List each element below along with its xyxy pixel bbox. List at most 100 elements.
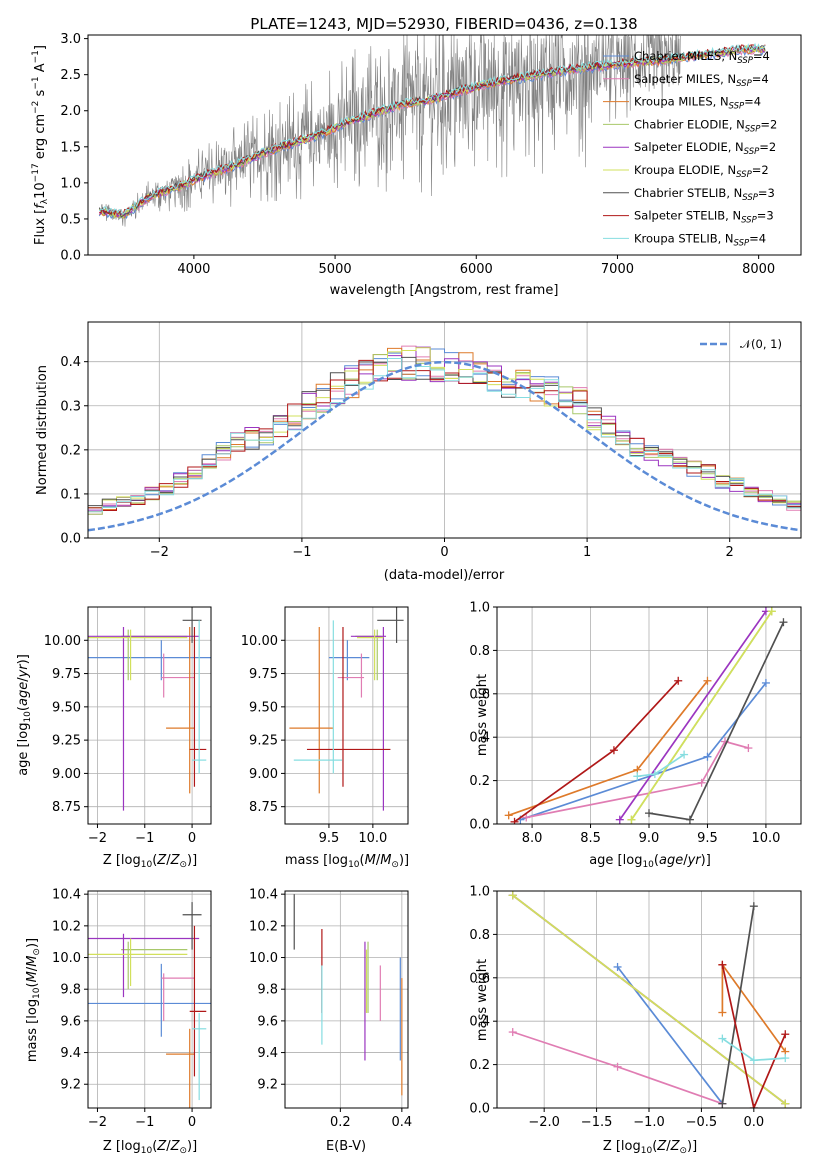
y-tick-label: 0.8 [469,644,490,659]
x-tick-label: 9.0 [639,831,660,846]
y-tick-label: 9.4 [60,1046,81,1061]
y-tick-label: 1.5 [60,140,81,155]
x-tick-label: −2 [88,1115,107,1130]
y-tick-label: 0.6 [469,687,490,702]
y-tick-label: 0.0 [469,818,490,833]
y-tick-label: 0.8 [469,928,490,943]
x-tick-label: 10.0 [751,831,780,846]
model-spectrum-line [98,42,766,216]
mass-z-ylabel: mass [log10(M/M⊙)] [25,938,42,1062]
weight-line [520,682,767,821]
weight-z-ylabel: mass weight [475,959,490,1041]
y-tick-label: 0.4 [469,1015,490,1030]
y-tick-label: 0.0 [469,1102,490,1117]
spectrum-model-lines [98,42,766,220]
y-tick-label: 0.2 [469,774,490,789]
mass-z-xlabel: Z [log10(Z/Z⊙)] [103,1139,197,1156]
age-mass-xlabel: mass [log10(M/M⊙)] [285,853,409,870]
x-tick-label: −1 [292,545,311,560]
x-tick-label: −1.5 [581,1115,613,1130]
weight-age-ylabel: mass weight [475,674,490,756]
y-tick-label: 0.2 [60,443,81,458]
x-tick-label: −1.0 [633,1115,665,1130]
y-tick-label: 0.1 [60,487,81,502]
weight-line [630,610,773,821]
x-tick-label: 4000 [177,262,210,277]
age-z-ylabel: age [log10(age/yr)] [16,654,33,776]
legend-label: Salpeter MILES, NSSP=4 [634,72,769,89]
weight-z-xlabel: Z [log10(Z/Z⊙)] [603,1139,697,1156]
y-tick-label: 0.4 [60,355,81,370]
x-tick-label: −1 [135,831,154,846]
y-tick-label: 0.6 [469,971,490,986]
weight-line [526,740,749,819]
weight-line [514,680,679,823]
y-tick-label: 0.0 [60,532,81,547]
spectrum-panel: PLATE=1243, MJD=52930, FIBERID=0436, z=0… [31,15,802,298]
x-tick-label: −2 [150,545,169,560]
y-tick-label: 9.50 [52,700,81,715]
y-tick-label: 0.2 [469,1058,490,1073]
residual-xlabel: (data-model)/error [384,568,505,583]
x-tick-label: −2 [88,831,107,846]
y-tick-label: 1.0 [60,176,81,191]
residual-legend: 𝒩(0, 1) [700,337,782,351]
x-tick-label: 6000 [460,262,493,277]
plot-area [88,607,211,811]
y-tick-label: 9.00 [249,767,278,782]
spectrum-legend: Chabrier MILES, NSSP=4 Salpeter MILES, NS… [603,49,777,248]
legend-label: Salpeter STELIB, NSSP=3 [634,209,774,226]
y-tick-label: 0.5 [60,212,81,227]
y-tick-label: 1.0 [469,885,490,900]
y-tick-label: 8.75 [52,800,81,815]
y-tick-label: 9.6 [257,1014,278,1029]
y-tick-label: 0.3 [60,399,81,414]
axes-frame [87,890,212,1109]
x-tick-label: 1 [583,545,591,560]
y-tick-label: 10.2 [52,919,81,934]
y-tick-label: 9.00 [52,767,81,782]
spectrum-axes-frame [87,34,802,256]
plot-area [504,607,788,824]
x-tick-label: −0.5 [686,1115,718,1130]
age-z-xlabel: Z [log10(Z/Z⊙)] [103,853,197,870]
legend-label: Chabrier STELIB, NSSP=3 [634,186,775,203]
y-tick-label: 0.0 [60,249,81,264]
y-tick-label: 9.75 [249,667,278,682]
y-tick-label: 3.0 [60,32,81,47]
x-tick-label: 9.5 [319,831,340,846]
y-tick-label: 9.2 [60,1078,81,1093]
weight-line [512,894,786,1105]
x-tick-label: 10.0 [358,831,387,846]
normal-curve [87,360,802,532]
weight-line [721,906,755,1104]
weight-vs-age-panel: 8.0 8.5 9.0 9.5 10.0 0.0 0.2 0.4 0.6 0.8 1.0 [469,601,802,846]
plot-area [88,902,211,1108]
spectrum-title: PLATE=1243, MJD=52930, FIBERID=0436, z=0… [250,15,637,33]
weight-age-xlabel: age [log10(age/yr)] [589,853,711,870]
weight-vs-z-panel: −2.0 −1.5 −1.0 −0.5 0.0 0.0 0.2 0.4 0.6 0.8 1.0 [469,885,802,1130]
y-tick-label: 10.00 [241,634,278,649]
legend-label: Chabrier MILES, NSSP=4 [634,49,770,66]
x-tick-label: 0.4 [392,1115,413,1130]
axes-frame [284,606,409,825]
y-tick-label: 10.0 [52,951,81,966]
x-tick-label: −2.0 [528,1115,560,1130]
x-tick-label: 8.5 [580,831,601,846]
axes-frame [284,890,409,1109]
x-tick-label: 2 [726,545,734,560]
legend-label: Kroupa ELODIE, NSSP=2 [634,163,769,180]
legend-label: Chabrier ELODIE, NSSP=2 [634,117,777,134]
y-tick-label: 10.4 [52,888,81,903]
legend-label: Kroupa STELIB, NSSP=4 [634,231,766,248]
y-tick-label: 10.00 [44,634,81,649]
weight-line [619,610,767,821]
y-tick-label: 9.4 [257,1046,278,1061]
y-tick-label: 0.4 [469,731,490,746]
legend-label: Kroupa MILES, NSSP=4 [634,95,761,112]
x-tick-label: 0 [440,545,448,560]
y-tick-label: 9.75 [52,667,81,682]
x-tick-label: 0 [188,1115,196,1130]
y-tick-label: 10.4 [249,888,278,903]
